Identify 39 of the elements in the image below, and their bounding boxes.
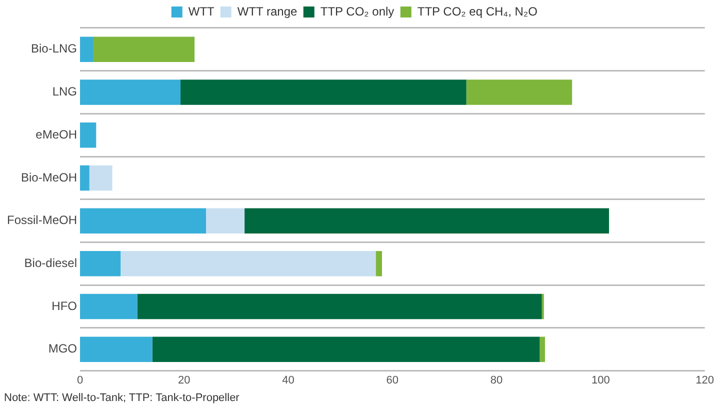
legend-label: TTP CO₂ only [320,4,394,18]
bar [244,208,610,234]
bar [80,165,90,191]
y-tick-label: Bio-LNG [30,42,77,56]
y-tick-label: Bio-MeOH [20,170,77,184]
x-tick-label: 20 [178,374,190,386]
bar [540,336,545,362]
bar [80,122,96,148]
text: Note: WTT: Well-to-Tank; TTP: Tank-to-Propeller [4,392,240,404]
bar [206,208,245,234]
bar [80,208,206,234]
bar [180,80,466,105]
bar [93,36,195,62]
bar [137,294,542,320]
legend-label: WTT range [237,4,298,18]
y-tick-label: HFO [52,298,77,313]
y-tick-label: Fossil-MeOH [6,213,77,228]
y-tick-label: Bio-diesel [24,256,77,270]
bar [152,336,540,362]
bar [80,294,138,320]
bar [80,251,121,276]
bar [80,80,180,105]
bar [80,336,152,362]
y-tick-label: LNG [52,84,77,99]
x-tick-label: 100 [592,374,610,386]
x-tick-label: 0 [76,374,84,386]
x-tick-label: 60 [386,374,399,386]
bar [376,251,382,276]
x-tick-label: 120 [696,374,714,386]
bar [80,36,94,62]
x-tick-label: 80 [490,374,503,386]
y-tick-label: eMeOH [36,127,77,142]
x-tick-label: 40 [282,374,294,386]
legend-label: WTT [188,4,216,18]
bar [466,80,572,105]
y-tick-label: MGO [48,342,77,356]
bar [120,251,376,276]
bar [89,165,112,191]
legend-label: TTP CO₂ eq CH₄, N₂O [417,4,538,18]
